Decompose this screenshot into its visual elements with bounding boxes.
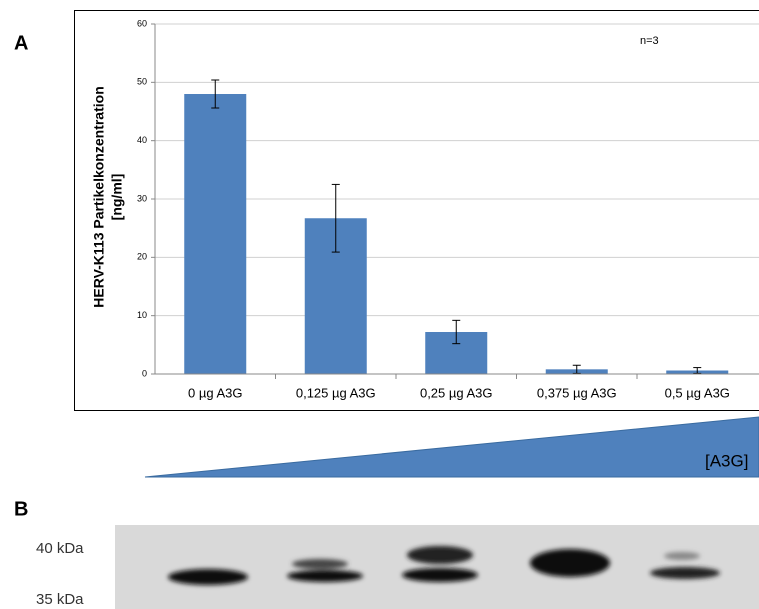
gradient-label: [A3G] (705, 451, 748, 470)
annotation: n=3 (640, 35, 659, 47)
band (402, 568, 478, 582)
y-tick-label: 30 (137, 193, 147, 203)
band (287, 570, 363, 582)
panel-label: B (14, 498, 28, 520)
x-tick-label: 0,125 µg A3G (296, 385, 376, 400)
y-tick-label: 0 (142, 368, 147, 378)
y-tick-label: 50 (137, 77, 147, 87)
x-tick-label: 0,375 µg A3G (537, 385, 617, 400)
page: {"chart_data": {"type": "bar", "panel_la… (0, 0, 759, 609)
y-label-line: HERV-K113 Partikelkonzentration (91, 86, 107, 307)
blot-membrane (115, 525, 759, 609)
bar (184, 94, 246, 374)
gradient-triangle (145, 417, 759, 477)
band (650, 567, 720, 579)
band (292, 559, 348, 569)
marker-label: 40 kDa (36, 540, 84, 557)
panel-label: A (14, 32, 28, 54)
x-tick-label: 0,5 µg A3G (665, 385, 730, 400)
x-tick-label: 0 µg A3G (188, 385, 242, 400)
chart-frame (75, 11, 759, 411)
y-tick-label: 40 (137, 135, 147, 145)
band (664, 552, 700, 560)
y-label-line: [ng/ml] (109, 174, 125, 221)
y-tick-label: 20 (137, 252, 147, 262)
band (407, 546, 473, 564)
figure: A n=3 HERV-K113 Partikelkonzentration [n… (0, 0, 759, 609)
y-tick-label: 10 (137, 310, 147, 320)
band (530, 549, 610, 577)
y-tick-label: 60 (137, 18, 147, 28)
band (168, 569, 248, 585)
x-tick-label: 0,25 µg A3G (420, 385, 493, 400)
marker-label: 35 kDa (36, 591, 84, 608)
